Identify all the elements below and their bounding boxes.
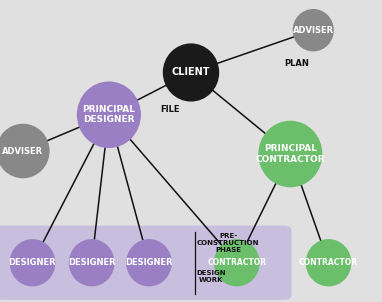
Text: DESIGNER: DESIGNER [9, 258, 56, 267]
Ellipse shape [78, 82, 140, 147]
Text: CLIENT: CLIENT [172, 67, 210, 78]
Ellipse shape [259, 121, 322, 187]
Text: DESIGNER: DESIGNER [68, 258, 115, 267]
Text: PLAN: PLAN [285, 59, 309, 68]
Text: FILE: FILE [160, 105, 180, 114]
Ellipse shape [215, 240, 259, 286]
Text: ADVISER: ADVISER [2, 146, 44, 156]
Ellipse shape [10, 240, 55, 286]
Text: CONTRACTOR: CONTRACTOR [299, 258, 358, 267]
Text: ADVISER: ADVISER [293, 26, 334, 35]
Ellipse shape [127, 240, 171, 286]
Ellipse shape [70, 240, 114, 286]
Ellipse shape [293, 10, 333, 51]
Text: PRINCIPAL
CONTRACTOR: PRINCIPAL CONTRACTOR [256, 144, 325, 164]
Text: PRE-
CONSTRUCTION
PHASE: PRE- CONSTRUCTION PHASE [197, 233, 259, 253]
Ellipse shape [0, 124, 49, 178]
Text: CONTRACTOR: CONTRACTOR [207, 258, 266, 267]
Ellipse shape [306, 240, 351, 286]
Text: PRINCIPAL
DESIGNER: PRINCIPAL DESIGNER [83, 105, 135, 124]
FancyBboxPatch shape [0, 226, 291, 300]
Text: DESIGN
WORK: DESIGN WORK [197, 270, 227, 283]
Ellipse shape [163, 44, 219, 101]
Text: DESIGNER: DESIGNER [125, 258, 173, 267]
